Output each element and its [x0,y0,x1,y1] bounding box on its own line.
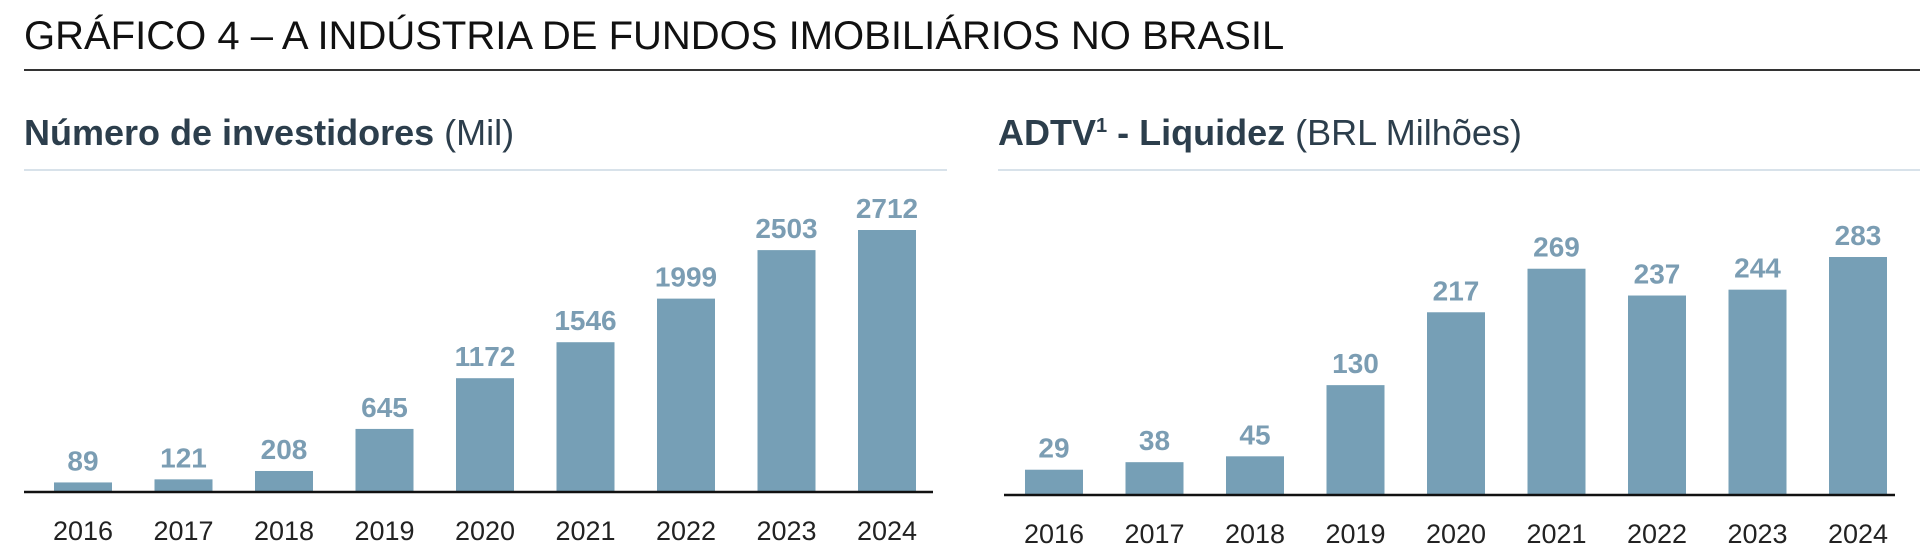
chart-2-title-text: ADTV [998,112,1096,153]
chart-1-x-tick-2018: 2018 [254,516,314,546]
chart-1-bar-2018 [255,470,313,491]
chart-2-x-tick-2018: 2018 [1225,519,1285,549]
chart-2-bar-2023 [1728,289,1787,494]
chart-2-bar-2019 [1326,385,1385,494]
chart-1-value-label-2018: 208 [261,434,308,465]
chart-2-x-tick-2022: 2022 [1627,519,1687,549]
chart-2-x-tick-2017: 2017 [1124,519,1184,549]
chart-2-bar-2021 [1527,268,1586,494]
page-title: GRÁFICO 4 – A INDÚSTRIA DE FUNDOS IMOBIL… [24,14,1285,58]
chart-2-value-label-2020: 217 [1433,275,1480,306]
chart-2-value-label-2021: 269 [1533,232,1580,263]
chart-2-unit: (BRL Milhões) [1295,112,1522,153]
chart-2-title: ADTV1 - Liquidez (BRL Milhões) [998,112,1522,154]
chart-2-x-tick-2024: 2024 [1828,519,1888,549]
chart-2-bar-2018 [1226,456,1284,494]
chart-1-value-label-2017: 121 [160,442,207,473]
chart-1-value-label-2019: 645 [361,392,408,423]
chart-1-title-text: Número de investidores [24,112,435,153]
chart-1-bar-2022 [657,298,715,491]
chart-1-divider [24,169,947,171]
chart-1-x-tick-2022: 2022 [656,516,716,546]
chart-1-value-label-2024: 2712 [856,193,918,224]
chart-1-x-tick-2016: 2016 [53,516,113,546]
chart-2-title-rest: - Liquidez [1107,112,1286,153]
chart-1-x-tick-2021: 2021 [555,516,615,546]
chart-1-x-tick-2024: 2024 [857,516,917,546]
chart-2-footnote-mark: 1 [1096,115,1108,137]
chart-1-title: Número de investidores (Mil) [24,112,514,154]
chart-1-bar-2021 [556,342,615,491]
chart-2-value-label-2019: 130 [1332,348,1379,379]
chart-1-bar-2017 [154,479,213,491]
chart-2-value-label-2024: 283 [1835,220,1882,251]
chart-1-bar-2023 [757,250,816,491]
chart-2-value-label-2022: 237 [1634,259,1681,290]
chart-2-x-tick-2021: 2021 [1526,519,1586,549]
chart-1-x-tick-2020: 2020 [455,516,515,546]
title-divider [24,69,1920,71]
chart-1-value-label-2023: 2503 [755,213,817,244]
chart-1-value-label-2022: 1999 [655,262,717,293]
chart-1-x-tick-2023: 2023 [756,516,816,546]
chart-2-x-tick-2016: 2016 [1024,519,1084,549]
chart-2-bar-2020 [1427,312,1485,494]
chart-1-unit: (Mil) [444,112,515,153]
chart-2-x-tick-2020: 2020 [1426,519,1486,549]
chart-2-bar-2017 [1125,462,1184,494]
chart-2-bar-2024 [1829,257,1887,494]
chart-1-value-label-2020: 1172 [455,341,516,372]
chart-2-value-label-2018: 45 [1239,419,1270,450]
chart-1-bar-2020 [456,378,514,491]
chart-1-bar-2024 [858,230,916,491]
chart-2-value-label-2023: 244 [1734,253,1781,284]
chart-2-x-tick-2019: 2019 [1325,519,1385,549]
chart-1-bar-2019 [355,428,414,491]
chart-1-bar-2016 [54,482,112,491]
chart-1-x-tick-2017: 2017 [153,516,213,546]
chart-2-x-tick-2023: 2023 [1727,519,1787,549]
chart-2-value-label-2017: 38 [1139,425,1170,456]
chart-2-value-label-2016: 29 [1038,433,1069,464]
chart-2-bar-2016 [1025,469,1083,494]
chart-1-value-label-2016: 89 [67,445,98,476]
chart-2-bar-2022 [1628,295,1686,494]
chart-1-x-tick-2019: 2019 [354,516,414,546]
chart-2-divider [998,169,1920,171]
chart-1-value-label-2021: 1546 [554,305,616,336]
